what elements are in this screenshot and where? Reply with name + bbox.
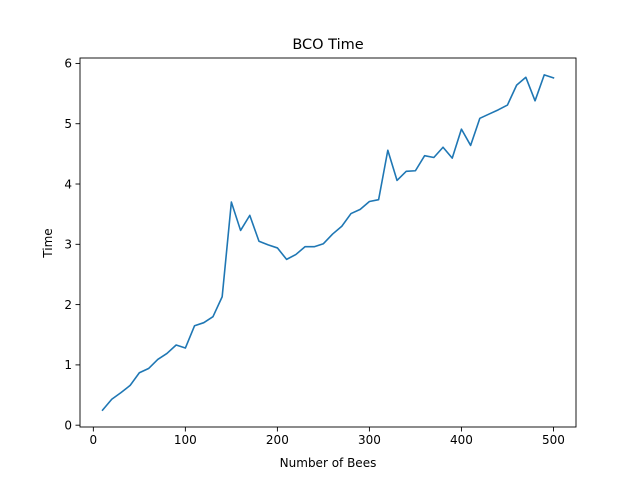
- x-tick-label-200: 200: [266, 433, 289, 447]
- x-tick-label-500: 500: [542, 433, 565, 447]
- x-tick-label-100: 100: [174, 433, 197, 447]
- y-tick-label-3: 3: [64, 238, 72, 252]
- y-tick-label-1: 1: [64, 358, 72, 372]
- y-tick-label-0: 0: [64, 418, 72, 432]
- y-tick-label-6: 6: [64, 57, 72, 71]
- y-tick-label-5: 5: [64, 117, 72, 131]
- x-tick-label-400: 400: [450, 433, 473, 447]
- plot-area: [101, 74, 555, 412]
- chart-title: BCO Time: [292, 37, 363, 53]
- axes: 0 100 200 300 400 500 0 1 2 3 4 5 6: [64, 57, 577, 447]
- x-axis-label: Number of Bees: [280, 456, 377, 470]
- y-axis-label: Time: [41, 228, 55, 258]
- y-tick-label-4: 4: [64, 177, 72, 191]
- x-tick-label-0: 0: [90, 433, 98, 447]
- axes-frame: [79, 57, 577, 428]
- x-tick-label-300: 300: [358, 433, 381, 447]
- y-tick-label-2: 2: [64, 298, 72, 312]
- series-line-0: [101, 74, 555, 412]
